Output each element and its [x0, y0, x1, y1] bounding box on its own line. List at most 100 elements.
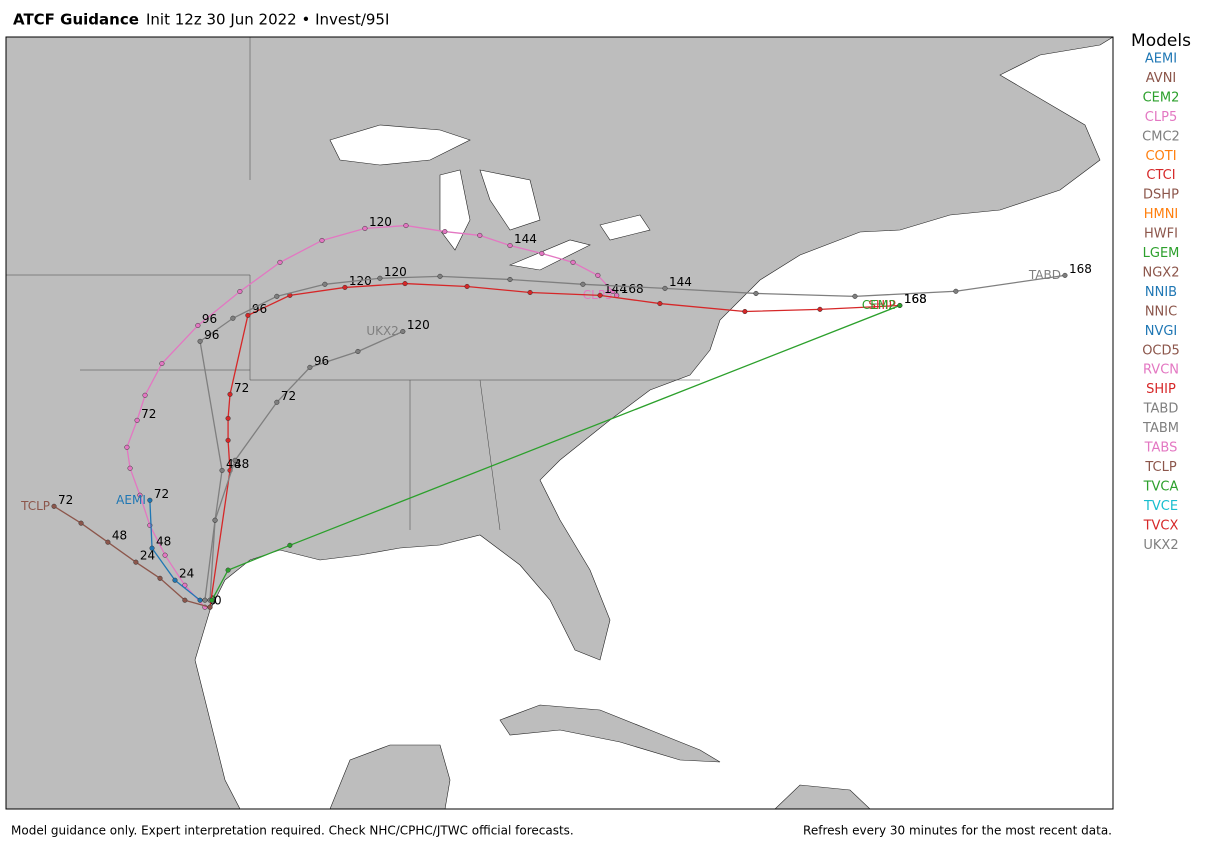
track-point — [464, 283, 470, 290]
track-point — [277, 259, 283, 265]
track-point — [147, 497, 153, 503]
hour-label: 168 — [621, 282, 644, 296]
hour-label: 120 — [407, 318, 430, 332]
hour-label: 120 — [369, 215, 392, 229]
hour-label: 96 — [202, 312, 217, 326]
legend-entry: AEMI — [1145, 52, 1177, 67]
track-point — [230, 315, 236, 321]
hour-label: 72 — [58, 493, 73, 507]
legend-entry: COTI — [1145, 149, 1176, 164]
legend-entry: SHIP — [1146, 382, 1176, 397]
hour-label: 0 — [214, 594, 222, 608]
land — [6, 37, 1113, 809]
track-point — [953, 288, 959, 294]
track-model-label: TCLP — [20, 499, 50, 513]
hour-label: 24 — [179, 567, 194, 581]
track-point — [182, 597, 188, 603]
track-point — [207, 604, 213, 610]
track-point — [274, 293, 280, 299]
track-point — [149, 545, 155, 551]
legend-entry: TVCX — [1143, 518, 1179, 533]
hour-label: 48 — [156, 535, 171, 549]
track-point — [195, 322, 201, 329]
lakes — [329, 124, 651, 271]
legend-entry: TVCA — [1143, 479, 1179, 494]
track-point — [362, 225, 368, 231]
track-point — [342, 284, 348, 290]
track-point — [274, 399, 280, 405]
track-point — [307, 364, 313, 370]
legend-entry: TVCE — [1143, 499, 1178, 514]
hour-label: 72 — [141, 407, 156, 421]
track-model-label: CEM2 — [862, 298, 896, 312]
hour-label: 96 — [252, 302, 267, 316]
track-point — [753, 290, 759, 297]
legend-entry: HWFI — [1144, 227, 1178, 242]
track-point — [322, 281, 328, 287]
hour-label: 144 — [669, 275, 692, 289]
legend-entry: LGEM — [1143, 246, 1180, 261]
track-point — [442, 229, 448, 235]
track-point — [245, 312, 251, 318]
legend-entry: UKX2 — [1143, 538, 1178, 553]
yucatan — [329, 744, 451, 809]
track-line — [149, 500, 201, 601]
track-point — [225, 415, 231, 421]
track-line — [199, 274, 1066, 601]
track-point — [225, 567, 231, 573]
hispaniola — [774, 784, 871, 809]
track-point — [197, 597, 203, 603]
hour-label: 168 — [1069, 262, 1092, 276]
track-point — [319, 237, 325, 244]
subtitle: Init 12z 30 Jun 2022 • Invest/95I — [146, 11, 389, 29]
track-point — [742, 308, 748, 315]
legend-entry: CTCI — [1146, 168, 1175, 183]
track-point — [225, 437, 231, 443]
cuba — [499, 704, 721, 763]
track-point — [897, 302, 903, 309]
track-point — [597, 292, 603, 298]
legend-entry: TABD — [1143, 402, 1179, 417]
hour-label: 120 — [384, 265, 407, 279]
hour-label: 48 — [234, 457, 249, 471]
legend-entry: NNIB — [1145, 285, 1177, 300]
track-point — [595, 272, 601, 278]
track-point — [355, 348, 361, 355]
track-model-label: TABD — [1028, 268, 1061, 282]
track-point — [159, 360, 165, 367]
map: 07296120144168CLP50487296120144168SHIP48… — [6, 37, 1113, 809]
track-point — [402, 281, 408, 287]
track-point — [127, 465, 133, 471]
borders — [6, 37, 700, 531]
track-point — [219, 467, 225, 473]
track-point — [133, 559, 139, 565]
track-point — [377, 275, 383, 281]
track-point — [134, 417, 140, 423]
hour-label: 72 — [281, 389, 296, 403]
track-point — [507, 242, 513, 249]
legend-entry: TABM — [1142, 421, 1179, 436]
legend-entry: CEM2 — [1143, 90, 1180, 105]
hour-label: 144 — [604, 282, 627, 296]
hour-label: 48 — [112, 529, 127, 543]
hour-label: 72 — [154, 487, 169, 501]
track-point — [539, 250, 545, 257]
track-point — [852, 293, 858, 299]
track-point — [209, 597, 215, 603]
hour-label: 96 — [204, 328, 219, 342]
legend-entry: HMNI — [1144, 207, 1179, 222]
track-point — [657, 301, 663, 307]
hour-label: 168 — [904, 292, 927, 306]
hour-label: 144 — [514, 232, 537, 246]
track-point — [527, 289, 533, 296]
legend-entry: CMC2 — [1142, 129, 1180, 144]
track-point — [817, 306, 823, 312]
track-point — [202, 597, 208, 603]
legend-entry: TABS — [1144, 441, 1178, 456]
legend-entry: RVCN — [1143, 363, 1179, 378]
track-point — [172, 577, 178, 583]
legend-entry: TCLP — [1144, 460, 1176, 475]
legend-title: Models — [1131, 31, 1191, 51]
track-point — [1062, 272, 1068, 278]
track-point — [51, 503, 57, 509]
